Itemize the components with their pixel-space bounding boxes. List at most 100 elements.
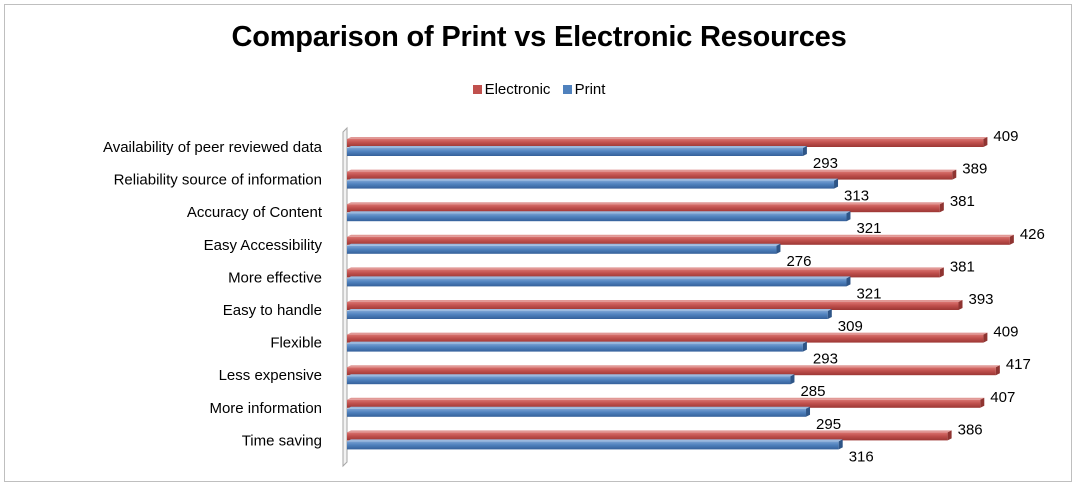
value-label-electronic: 409 bbox=[993, 128, 1018, 145]
category-label: Less expensive bbox=[219, 367, 322, 384]
bar-electronic bbox=[347, 269, 940, 278]
bar-top-print bbox=[347, 276, 851, 279]
bar-top-electronic bbox=[347, 137, 988, 139]
bar-end-print bbox=[790, 374, 795, 385]
bar-end-electronic bbox=[980, 397, 985, 408]
bar-print bbox=[347, 441, 839, 450]
axis-wall bbox=[342, 126, 348, 468]
labels-layer: Availability of peer reviewed data 409 293… bbox=[103, 128, 1045, 465]
bar-electronic bbox=[347, 171, 953, 180]
category-label: Accuracy of Content bbox=[187, 204, 323, 221]
axis-layer bbox=[342, 126, 348, 468]
bar-print bbox=[347, 213, 847, 222]
category-label: Reliability source of information bbox=[114, 172, 322, 189]
bar-top-electronic bbox=[347, 267, 944, 270]
bar-end-electronic bbox=[952, 169, 957, 180]
bar-electronic bbox=[347, 204, 940, 213]
value-label-electronic: 407 bbox=[990, 389, 1015, 406]
bar-print bbox=[347, 278, 847, 287]
value-label-print: 293 bbox=[813, 351, 838, 368]
value-label-print: 295 bbox=[816, 416, 841, 433]
bar-top-electronic bbox=[347, 365, 1000, 368]
legend-swatch-electronic bbox=[472, 85, 482, 94]
bar-end-electronic bbox=[939, 267, 944, 278]
bar-end-print bbox=[806, 406, 811, 417]
bar-end-print bbox=[827, 309, 832, 319]
chart-title: Comparison of Print vs Electronic Resour… bbox=[231, 21, 847, 53]
value-label-print: 293 bbox=[813, 155, 838, 172]
bar-top-print bbox=[347, 146, 807, 148]
category-label: Easy to handle bbox=[223, 302, 322, 319]
category-label: Time saving bbox=[242, 432, 322, 449]
bar-print bbox=[347, 408, 807, 417]
bars-layer bbox=[347, 137, 1014, 450]
bar-end-electronic bbox=[1009, 234, 1014, 245]
value-label-electronic: 386 bbox=[958, 421, 983, 438]
bar-electronic bbox=[347, 334, 984, 343]
bar-top-print bbox=[347, 439, 843, 442]
bar-top-electronic bbox=[347, 202, 944, 205]
value-label-electronic: 389 bbox=[962, 161, 987, 178]
bar-electronic bbox=[347, 432, 948, 441]
bar-end-electronic bbox=[983, 332, 988, 343]
bar-top-electronic bbox=[347, 332, 988, 335]
bar-end-print bbox=[834, 178, 839, 189]
bar-end-electronic bbox=[939, 202, 944, 213]
bar-end-electronic bbox=[947, 430, 952, 441]
value-label-electronic: 426 bbox=[1020, 226, 1045, 243]
category-label: Flexible bbox=[270, 335, 322, 352]
value-label-print: 285 bbox=[800, 383, 825, 400]
bar-end-electronic bbox=[983, 137, 988, 147]
value-label-print: 309 bbox=[838, 318, 863, 335]
value-label-electronic: 381 bbox=[950, 258, 975, 275]
legend-item-electronic: Electronic bbox=[472, 81, 551, 98]
bar-end-print bbox=[802, 146, 807, 156]
bar-top-electronic bbox=[347, 169, 957, 172]
bar-end-print bbox=[776, 243, 781, 254]
bar-end-electronic bbox=[995, 365, 1000, 376]
legend: Electronic Print bbox=[5, 81, 1073, 98]
bar-electronic bbox=[347, 399, 981, 408]
bar-electronic bbox=[347, 236, 1010, 245]
bar-print bbox=[347, 376, 791, 385]
legend-item-print: Print bbox=[562, 81, 606, 98]
legend-swatch-print bbox=[562, 85, 572, 94]
bar-top-print bbox=[347, 374, 795, 377]
bar-print bbox=[347, 343, 803, 352]
bar-top-print bbox=[347, 309, 832, 311]
bar-top-electronic bbox=[347, 430, 952, 433]
value-label-electronic: 417 bbox=[1006, 356, 1031, 373]
value-label-print: 321 bbox=[856, 285, 881, 302]
category-label: More information bbox=[209, 400, 322, 417]
value-label-print: 276 bbox=[786, 253, 811, 270]
bar-end-print bbox=[802, 341, 807, 352]
bar-top-electronic bbox=[347, 234, 1014, 237]
bar-print bbox=[347, 311, 828, 319]
legend-label-print: Print bbox=[574, 81, 606, 98]
category-label: Availability of peer reviewed data bbox=[103, 139, 323, 156]
bar-print bbox=[347, 148, 803, 156]
bar-top-print bbox=[347, 178, 839, 181]
bar-end-print bbox=[846, 276, 851, 287]
bar-top-print bbox=[347, 406, 811, 409]
bar-top-electronic bbox=[347, 300, 963, 302]
bar-top-electronic bbox=[347, 397, 985, 400]
bar-end-electronic bbox=[958, 300, 963, 310]
category-label: More effective bbox=[228, 269, 322, 286]
bar-print bbox=[347, 245, 777, 254]
value-label-print: 313 bbox=[844, 188, 869, 205]
category-label: Easy Accessibility bbox=[204, 237, 323, 254]
bar-top-print bbox=[347, 211, 851, 214]
value-label-electronic: 409 bbox=[993, 324, 1018, 341]
bar-electronic bbox=[347, 367, 996, 376]
bar-end-print bbox=[838, 439, 843, 450]
bar-end-print bbox=[846, 211, 851, 222]
legend-label-electronic: Electronic bbox=[484, 81, 551, 98]
value-label-electronic: 381 bbox=[950, 193, 975, 210]
bar-electronic bbox=[347, 302, 959, 310]
bar-top-print bbox=[347, 243, 781, 246]
value-label-electronic: 393 bbox=[969, 291, 994, 308]
value-label-print: 316 bbox=[849, 448, 874, 465]
bar-electronic bbox=[347, 139, 984, 147]
